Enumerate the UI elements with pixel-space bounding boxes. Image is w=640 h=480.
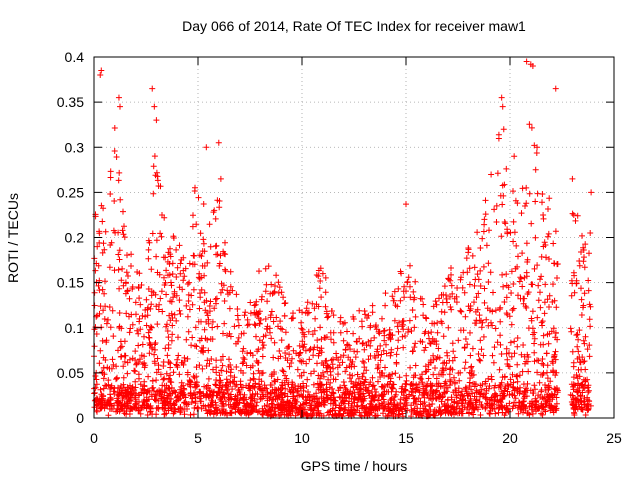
y-tick-label: 0.05: [57, 365, 84, 381]
x-tick-label: 25: [606, 430, 622, 446]
outlier-point: [403, 201, 409, 208]
outlier-point: [203, 144, 210, 151]
y-tick-label: 0.4: [65, 49, 85, 65]
ticks-layer: 0 5 10 15 20 25 0 0.05 0.1 0.15 0.2 0.25 0.3 0.35 0.4: [57, 49, 622, 446]
x-axis-label: GPS time / hours: [301, 458, 408, 474]
outlier-point: [117, 103, 123, 110]
x-tick-label: 20: [502, 430, 518, 446]
outlier-point: [569, 175, 576, 182]
outlier-point: [500, 126, 507, 133]
y-tick-label: 0: [76, 410, 84, 426]
y-tick-label: 0.3: [65, 139, 85, 155]
outlier-point: [217, 175, 224, 182]
y-tick-label: 0.25: [57, 184, 84, 200]
x-tick-label: 15: [398, 430, 414, 446]
outlier-point: [151, 103, 158, 110]
y-tick-label: 0.1: [65, 320, 85, 336]
outlier-point: [153, 117, 160, 124]
outlier-point: [534, 144, 541, 151]
grid-layer: [94, 57, 614, 418]
x-tick-label: 5: [194, 430, 202, 446]
outlier-point: [498, 94, 505, 101]
x-tick-label: 10: [294, 430, 310, 446]
outlier-point: [98, 67, 105, 74]
outlier-point: [499, 103, 506, 110]
outlier-point: [511, 153, 518, 160]
outlier-point: [523, 58, 530, 65]
data-points: [91, 121, 594, 420]
outlier-point: [149, 85, 156, 92]
x-tick-label: 0: [90, 430, 98, 446]
outlier-point: [215, 139, 222, 146]
outlier-point: [588, 189, 595, 196]
y-tick-label: 0.2: [65, 230, 85, 246]
y-tick-label: 0.35: [57, 94, 84, 110]
chart-title: Day 066 of 2014, Rate Of TEC Index for r…: [182, 18, 526, 34]
outlier-point: [97, 72, 104, 79]
y-axis-label: ROTI / TECUs: [5, 193, 21, 283]
y-tick-label: 0.15: [57, 275, 84, 291]
points-layer: [91, 58, 595, 420]
outlier-point: [552, 85, 559, 92]
outlier-point: [115, 94, 122, 101]
outlier-point: [529, 63, 536, 70]
